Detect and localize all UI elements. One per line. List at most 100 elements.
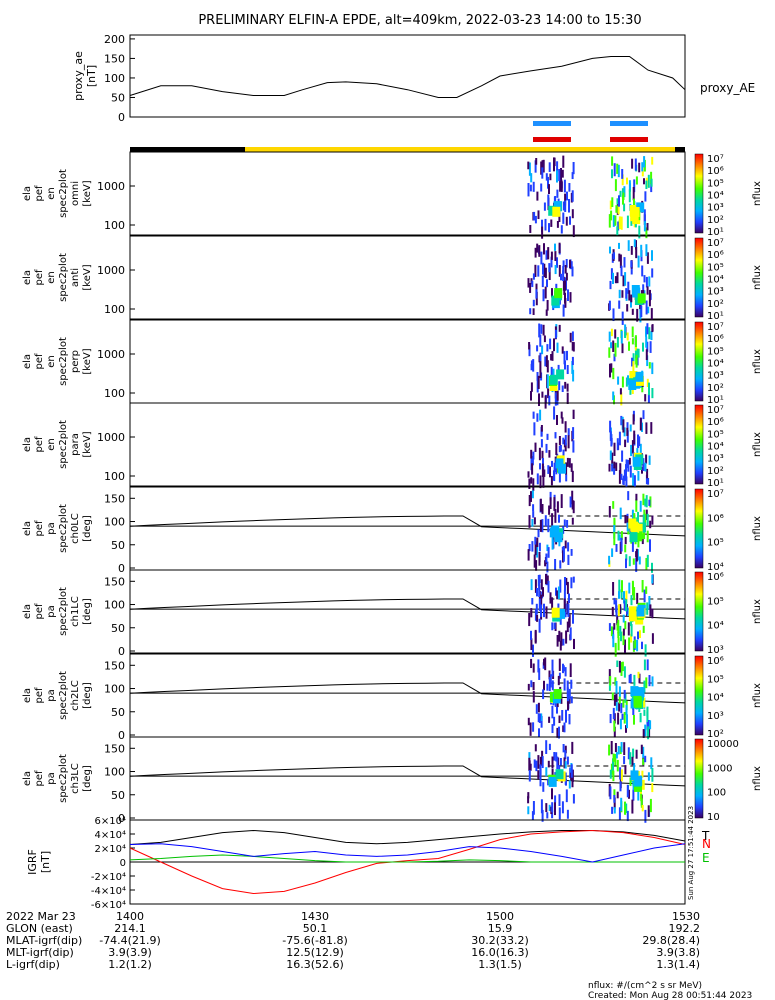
panel-ytick-label: 100: [104, 599, 125, 612]
heatmap-cell: [609, 450, 612, 461]
heatmap-cell: [568, 780, 571, 789]
panel-ylabel: ela: [22, 688, 33, 703]
heatmap-cell: [558, 807, 561, 820]
panel-ytick-label: 100: [104, 683, 125, 696]
status-bar-on: [245, 147, 675, 152]
heatmap-cell: [569, 767, 572, 779]
panel-ytick-label: 50: [111, 789, 125, 802]
heatmap-cell: [527, 792, 530, 799]
heatmap-cell: [629, 752, 632, 765]
heatmap-cell: [612, 340, 615, 352]
heatmap-cell: [650, 308, 653, 320]
colorbar-tick-label: 10⁵: [707, 596, 724, 607]
heatmap-cell: [616, 272, 619, 284]
heatmap-cell: [616, 226, 619, 236]
heatmap-cell: [650, 331, 653, 341]
panel-ylabel: pa: [46, 689, 57, 701]
heatmap-cell: [545, 606, 548, 619]
heatmap-cell: [645, 276, 648, 288]
heatmap-cell: [611, 692, 614, 700]
heatmap-cell: [627, 240, 630, 251]
heatmap-cell: [615, 600, 618, 613]
colorbar-tick-label: 10²: [707, 729, 724, 740]
panel-ytick-label: 1000: [97, 348, 125, 361]
heatmap-cell: [620, 769, 623, 782]
heatmap-cell: [562, 526, 565, 534]
heatmap-cell: [640, 798, 643, 808]
heatmap-cell: [639, 417, 642, 431]
colorbar-tick-label: 10¹: [707, 227, 724, 238]
heatmap-cell: [632, 414, 635, 425]
heatmap-cell: [527, 806, 530, 815]
heatmap-cell: [538, 618, 541, 633]
heatmap-cell: [566, 191, 568, 201]
heatmap-cell: [538, 245, 541, 257]
panel-ytick-label: 0: [118, 645, 125, 658]
heatmap-cell: [650, 422, 653, 434]
heatmap-cell: [545, 443, 548, 453]
heatmap-cell: [563, 351, 566, 365]
heatmap-cell: [618, 807, 621, 821]
heatmap-cell: [617, 205, 620, 215]
heatmap-cell: [541, 519, 544, 533]
heatmap-cell: [635, 350, 637, 358]
heatmap-cell: [646, 468, 649, 479]
heatmap-cell: [530, 608, 533, 618]
heatmap-cell: [544, 267, 547, 279]
panel-ylabel: omni: [70, 181, 81, 206]
heatmap-cell: [636, 348, 639, 357]
heatmap-cell: [547, 176, 549, 189]
heatmap-cell: [613, 525, 616, 539]
heatmap-cell: [556, 727, 559, 738]
igrf-ytick-label: 2×10⁴: [95, 844, 126, 855]
panel-ytick-label: 150: [104, 492, 125, 505]
colorbar-tick-label: 10⁴: [707, 562, 724, 573]
heatmap-cell: [621, 311, 624, 325]
igrf-ytick-label: -2×10⁴: [91, 872, 126, 883]
heatmap-cell: [613, 720, 616, 732]
heatmap-cell: [620, 662, 623, 676]
heatmap-cell: [609, 280, 612, 290]
heatmap-cell: [638, 162, 641, 173]
heatmap-cell: [609, 769, 612, 779]
heatmap-cell: [553, 622, 556, 630]
colorbar: [694, 488, 704, 569]
heatmap-cell: [627, 281, 630, 294]
heatmap-cell: [651, 325, 654, 333]
heatmap-cell: [554, 432, 557, 439]
heatmap-cell: [624, 536, 627, 545]
heatmap-cell: [608, 331, 611, 342]
heatmap-cell: [564, 761, 567, 769]
heatmap-cell: [616, 616, 619, 626]
heatmap-cell: [540, 426, 543, 437]
heatmap-cell: [568, 593, 570, 604]
heatmap-cell: [555, 442, 558, 456]
heatmap-cell: [630, 633, 633, 643]
heatmap-cell: [648, 455, 651, 465]
heatmap-cell: [615, 681, 618, 694]
heatmap-cell: [530, 449, 533, 459]
colorbar: [694, 571, 704, 652]
heatmap-cell: [648, 382, 650, 396]
heatmap-cell: [571, 356, 574, 365]
heatmap-cell: [538, 447, 541, 461]
heatmap-cell: [619, 254, 622, 269]
heatmap-cell: [556, 415, 558, 425]
heatmap-cell: [530, 491, 532, 502]
heatmap-cell: [571, 266, 574, 277]
heatmap-cell: [632, 353, 635, 365]
heatmap-cell: [648, 292, 651, 307]
heatmap-cell: [562, 725, 565, 732]
heatmap-cell: [558, 630, 561, 642]
panel-ylabel: spec2plot: [58, 253, 69, 302]
heatmap-cell: [643, 178, 645, 185]
colorbar-tick-label: 10¹: [707, 311, 724, 322]
heatmap-cell: [546, 683, 549, 691]
heatmap-cell: [541, 160, 544, 172]
heatmap-cell: [624, 514, 627, 524]
heatmap-cell: [528, 478, 531, 490]
heatmap-cell: [558, 473, 561, 483]
heatmap-cell: [553, 752, 556, 761]
heatmap-cell: [624, 620, 627, 630]
